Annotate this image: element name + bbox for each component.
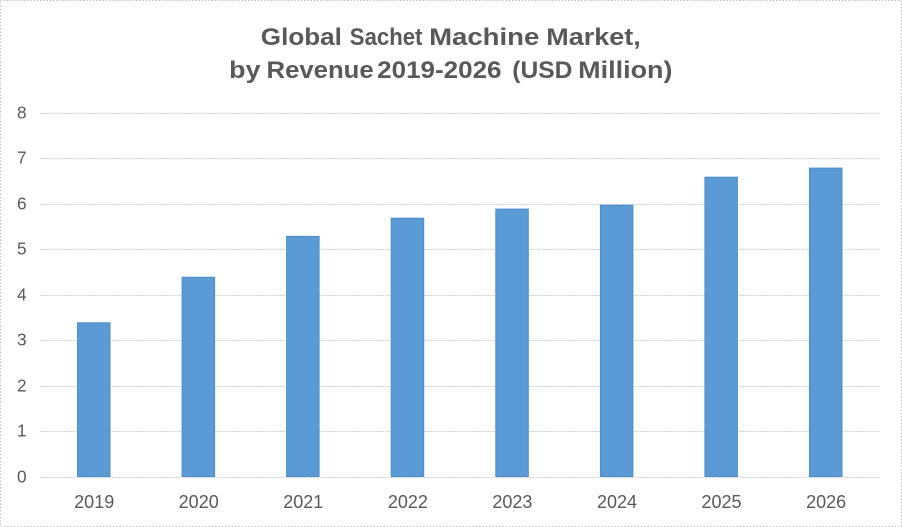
svg-text:7: 7: [17, 148, 27, 168]
svg-text:Million): Million): [578, 57, 672, 84]
svg-text:2026: 2026: [806, 492, 846, 512]
svg-text:4: 4: [17, 285, 27, 305]
svg-text:2019: 2019: [74, 492, 114, 512]
svg-text:2022: 2022: [388, 492, 428, 512]
svg-text:Sachet: Sachet: [350, 24, 423, 51]
svg-text:2024: 2024: [597, 492, 637, 512]
svg-text:by: by: [229, 57, 261, 84]
svg-text:2: 2: [17, 376, 27, 396]
svg-text:5: 5: [17, 239, 27, 259]
svg-text:Machine: Machine: [429, 24, 539, 51]
svg-text:Revenue: Revenue: [267, 57, 374, 84]
svg-text:0: 0: [17, 467, 27, 487]
svg-text:2021: 2021: [283, 492, 323, 512]
svg-text:3: 3: [17, 330, 27, 350]
svg-text:Market,: Market,: [546, 24, 640, 51]
svg-text:8: 8: [17, 103, 27, 123]
svg-text:2020: 2020: [179, 492, 219, 512]
svg-text:6: 6: [17, 194, 27, 214]
svg-text:2025: 2025: [701, 492, 741, 512]
svg-text:2019-2026: 2019-2026: [377, 57, 501, 84]
svg-text:(USD: (USD: [512, 57, 572, 84]
svg-text:Global: Global: [261, 24, 342, 51]
svg-text:1: 1: [17, 421, 27, 441]
svg-text:2023: 2023: [492, 492, 532, 512]
